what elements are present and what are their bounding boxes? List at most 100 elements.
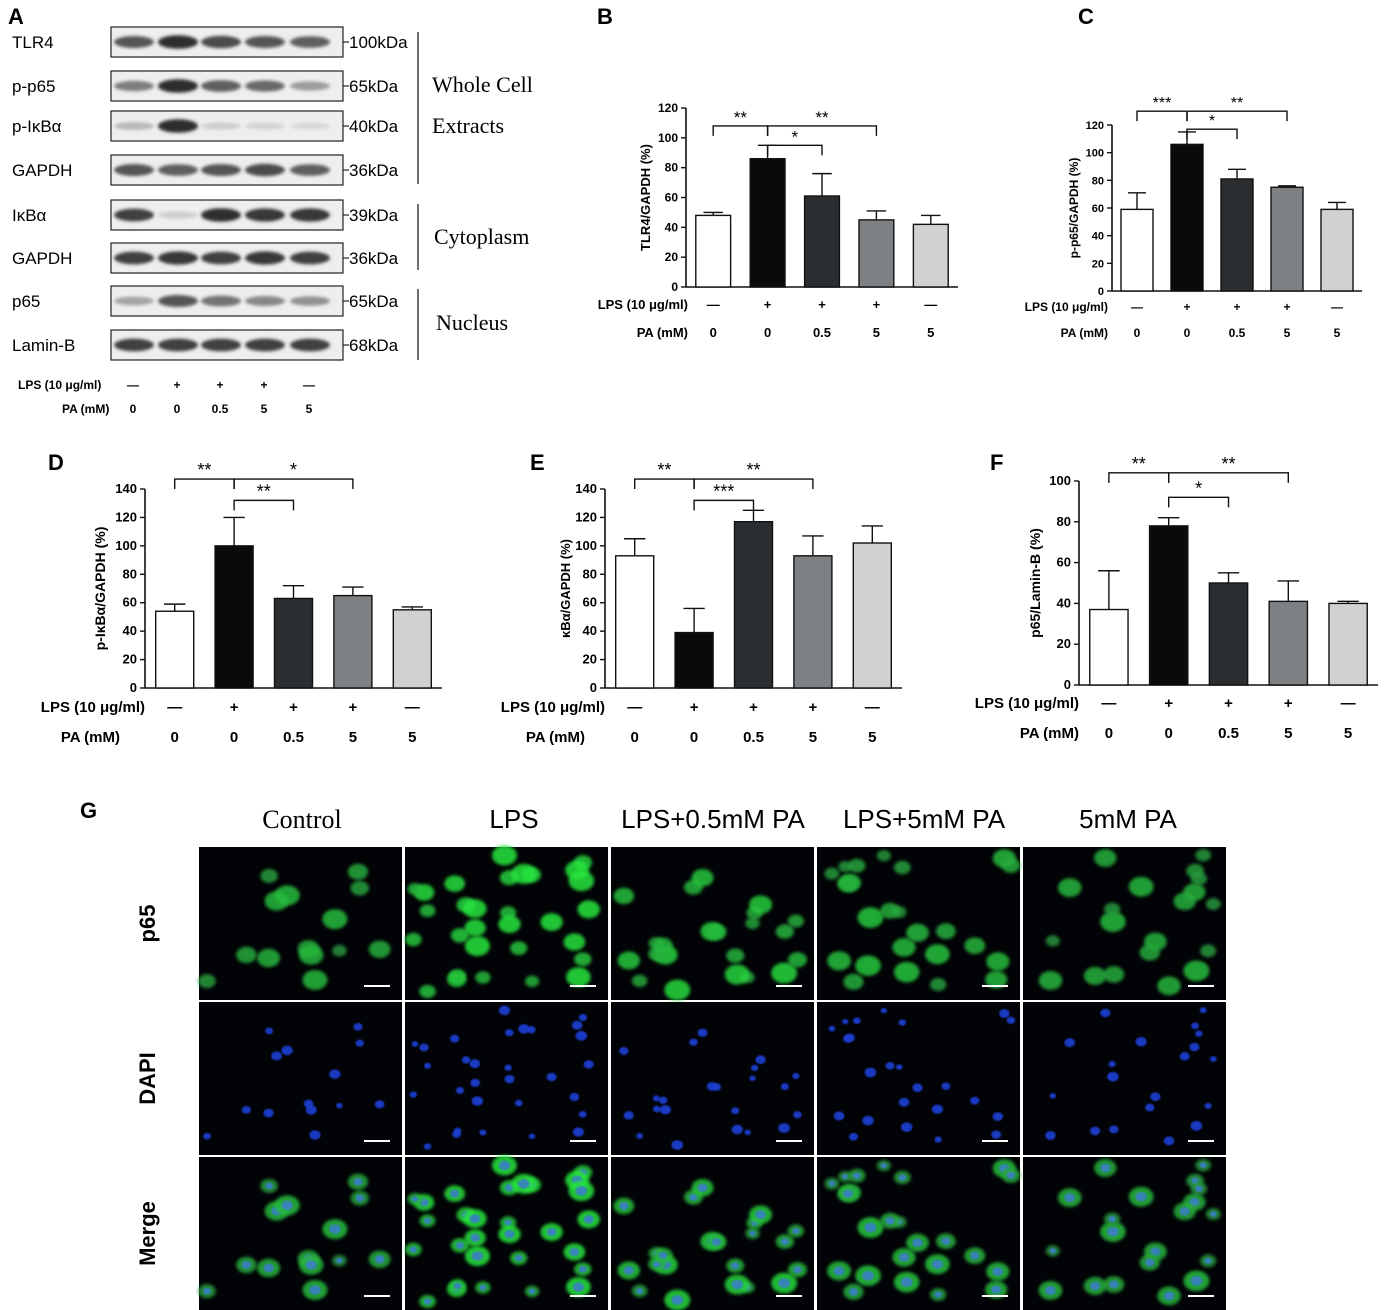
pa-row-label: PA (mM) [62, 402, 109, 416]
p65-cell [1190, 872, 1208, 886]
blot-band [158, 211, 198, 219]
bar [1270, 186, 1304, 292]
dapi-nucleus [518, 1024, 530, 1034]
dapi-nucleus [778, 1123, 790, 1133]
lps-value: — [627, 699, 642, 716]
p65-cell [563, 933, 586, 951]
p65-cell [1083, 966, 1107, 985]
blot-band [201, 338, 241, 352]
p65-cell [631, 974, 648, 988]
dapi-nucleus [1190, 1120, 1203, 1131]
y-tick-label: 20 [583, 652, 597, 667]
dapi-nucleus [780, 1238, 789, 1246]
p65-cell [893, 860, 911, 875]
dapi-nucleus [828, 1180, 836, 1187]
p65-cell [464, 919, 486, 937]
panel-letter-f: F [990, 450, 1003, 475]
p65-cell [906, 923, 929, 942]
panel-letter-g: G [80, 798, 97, 823]
dapi-nucleus [1190, 1275, 1203, 1286]
bar [614, 555, 655, 689]
dapi-nucleus [970, 1096, 980, 1105]
micro-column-title: LPS+0.5mM PA [621, 804, 805, 834]
dapi-nucleus [505, 1029, 514, 1037]
dapi-nucleus [263, 1108, 274, 1118]
bar [858, 219, 895, 288]
bar [749, 158, 786, 288]
dapi-nucleus [203, 1132, 211, 1140]
p65-cell [274, 885, 300, 906]
dapi-nucleus [1064, 1038, 1076, 1048]
pa-value: 5 [873, 325, 880, 340]
dapi-nucleus [744, 1129, 751, 1136]
dapi-nucleus [652, 1260, 661, 1268]
dapi-nucleus [449, 1034, 460, 1043]
dapi-nucleus [479, 1129, 487, 1136]
dapi-nucleus [1189, 1042, 1200, 1052]
p65-cell [1200, 944, 1217, 958]
dapi-nucleus [329, 1224, 341, 1234]
dapi-nucleus [1049, 1093, 1057, 1099]
dapi-nucleus [843, 1189, 853, 1198]
pa-value: 0 [230, 729, 238, 746]
dapi-nucleus [355, 1039, 364, 1047]
y-tick-label: 120 [1086, 120, 1104, 132]
p65-cell [1038, 970, 1063, 990]
p65-cell [986, 952, 1010, 971]
y-tick-label: 60 [1092, 203, 1104, 215]
dapi-nucleus [842, 1018, 849, 1025]
dapi-nucleus [619, 1047, 629, 1055]
p65-cell [322, 909, 348, 930]
p65-cell [511, 863, 537, 884]
p65-cell [664, 979, 691, 1001]
lps-value: + [690, 699, 699, 716]
bar [1328, 602, 1368, 686]
dapi-nucleus [470, 1233, 480, 1242]
dapi-nucleus [659, 1105, 671, 1115]
dapi-nucleus [1145, 1258, 1155, 1267]
p65-cell [1103, 966, 1125, 983]
lps-value: + [230, 699, 239, 716]
dapi-nucleus [880, 1007, 887, 1014]
p65-cell [1104, 902, 1121, 916]
p65-cell [880, 902, 901, 919]
p65-cell [964, 937, 986, 955]
dapi-nucleus [241, 1261, 251, 1269]
y-tick-label: 120 [115, 509, 137, 524]
y-tick-label: 0 [1064, 677, 1071, 692]
pa-value: 0.5 [212, 402, 229, 416]
pa-value: 5 [927, 325, 934, 340]
y-tick-label: 40 [1057, 595, 1071, 610]
y-axis-title: p-p65/GAPDH (%) [1067, 158, 1081, 259]
blot-band [114, 122, 154, 130]
dapi-nucleus [409, 1246, 418, 1253]
dapi-nucleus [697, 1183, 708, 1192]
dapi-nucleus [1100, 1008, 1111, 1018]
bar [912, 223, 949, 288]
p65-cell [1139, 944, 1160, 961]
p65-cell [787, 914, 804, 928]
dapi-nucleus [455, 1241, 465, 1249]
significance-bracket [712, 125, 769, 136]
dapi-nucleus [934, 1136, 942, 1143]
dapi-nucleus [619, 1202, 629, 1210]
lps-value: + [260, 378, 267, 392]
lps-value: — [707, 297, 720, 312]
y-tick-label: 100 [1049, 473, 1071, 488]
dapi-nucleus [411, 1041, 419, 1047]
pa-value: 5 [1284, 326, 1291, 340]
pa-value: 5 [261, 402, 268, 416]
significance-label: ** [1132, 454, 1146, 474]
y-tick-label: 60 [583, 595, 597, 610]
pa-value: 0 [1105, 725, 1113, 742]
pa-value: 0 [130, 402, 137, 416]
y-tick-label: 80 [1092, 175, 1104, 187]
blot-band [290, 338, 330, 352]
dapi-nucleus [793, 1266, 802, 1274]
dapi-nucleus [1100, 1163, 1111, 1173]
p65-cell [617, 951, 640, 970]
significance-label: ** [657, 460, 671, 480]
dapi-nucleus [569, 1247, 580, 1257]
